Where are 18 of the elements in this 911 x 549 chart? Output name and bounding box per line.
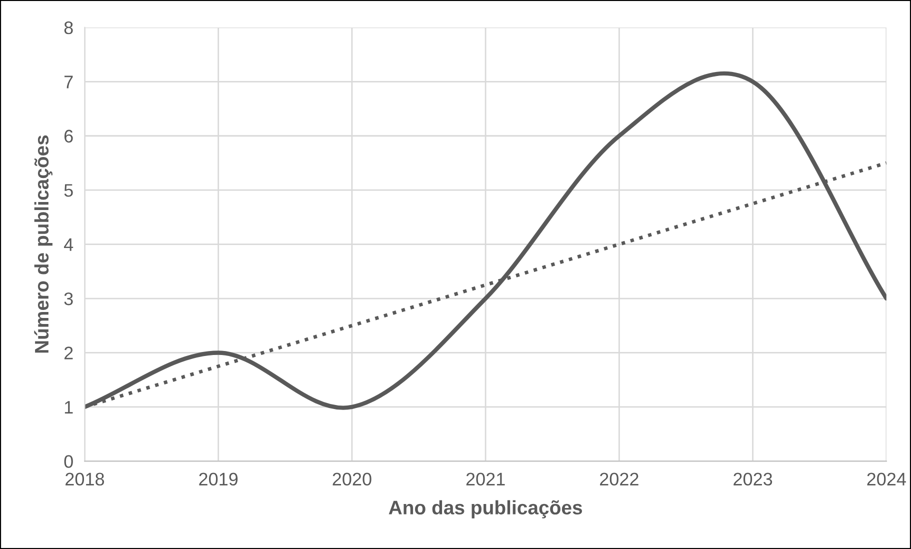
y-tick-label: 4 [64,238,74,251]
y-axis-title: Número de publicações [34,135,52,353]
y-tick-label: 8 [64,21,73,34]
y-tick-label: 1 [64,401,73,414]
x-tick-label: 2021 [466,472,505,486]
y-tick-label: 6 [64,130,73,143]
x-tick-label: 2018 [66,472,104,486]
y-tick-label: 7 [64,76,73,88]
x-tick-label: 2022 [600,472,638,486]
x-tick-label: 2020 [332,472,372,486]
y-tick-label: 2 [64,346,73,360]
x-axis-title: Ano das publicações [388,500,582,518]
x-tick-label: 2024 [867,472,906,486]
x-tick-label: 2023 [734,472,772,486]
x-tick-label: 2019 [199,472,238,486]
y-tick-label: 3 [64,292,73,306]
y-tick-label: 0 [64,455,73,468]
y-tick-label: 5 [64,184,73,197]
